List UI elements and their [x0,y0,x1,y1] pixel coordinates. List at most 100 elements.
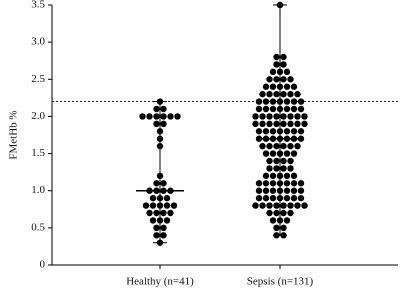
dot [280,232,287,239]
dot [266,165,273,172]
dot [280,142,287,150]
dot [287,142,294,150]
dot [276,98,284,105]
dot [153,232,160,239]
dot [139,113,146,120]
dot [287,113,294,120]
y-tick-label: 2.5 [31,73,45,85]
dot [294,90,301,98]
dot [252,113,259,120]
dot [276,105,284,113]
dot [163,194,171,202]
dot [287,157,294,165]
dot [167,209,174,217]
dot [287,209,294,217]
dot [255,128,263,135]
dot [301,113,308,120]
dot [276,68,284,76]
dot [269,187,277,194]
y-tick-label: 3.0 [31,36,45,48]
dot [269,172,277,180]
y-tick-label: 0 [40,259,46,271]
dot [252,202,259,209]
dot [297,187,305,194]
dot [276,187,284,194]
dot [266,76,273,83]
dot [290,98,298,105]
dot [255,180,263,187]
dot [146,209,153,217]
dot [255,98,263,105]
dot [290,172,298,180]
dot [156,98,164,105]
dot [160,232,167,239]
dot [252,120,259,128]
dot [283,128,291,135]
dot [273,202,280,209]
dot [283,217,291,224]
y-tick-label: 3.5 [31,0,45,11]
dot [266,157,273,165]
y-tick-label: 1.5 [31,147,45,159]
dot [280,165,287,172]
dot [276,194,284,202]
dot [280,113,287,120]
dot [266,209,273,217]
dot [262,180,270,187]
dot [301,202,308,209]
dot [290,128,298,135]
dot [273,209,280,217]
dot [276,128,284,135]
dot [160,120,167,128]
dot [163,202,171,209]
dot [280,76,287,83]
dot [276,217,284,224]
dot [262,187,270,194]
dot [276,83,284,90]
dot [283,194,291,202]
dot [156,194,164,202]
dot [273,61,280,68]
dot [273,157,280,165]
dot [269,83,277,90]
dot [160,105,167,113]
dot [269,180,277,187]
dot [294,120,301,128]
dot [149,202,157,209]
dot [287,202,294,209]
dot [156,202,164,209]
dot [262,172,270,180]
dot [167,113,174,120]
dot [262,150,270,157]
dot [153,120,160,128]
dot [156,135,164,142]
dot [283,187,291,194]
dot [283,105,291,113]
dot [156,239,164,246]
dot [269,150,277,157]
dot [269,194,277,202]
dot [156,128,164,135]
dot [142,202,150,209]
dot [160,180,167,187]
dot [273,76,280,83]
dot [266,202,273,209]
dot [269,98,277,105]
dot [283,172,291,180]
dot [276,150,284,157]
dot [163,217,171,224]
dot [259,142,266,150]
dot [273,165,280,172]
dot [269,128,277,135]
dot [294,202,301,209]
dot [280,90,287,98]
dot [276,1,284,9]
dot [160,224,167,232]
dot [280,202,287,209]
dot [283,98,291,105]
dot [269,105,277,113]
dot [297,105,305,113]
dot [262,128,270,135]
dot [160,209,167,217]
dot [287,76,294,83]
